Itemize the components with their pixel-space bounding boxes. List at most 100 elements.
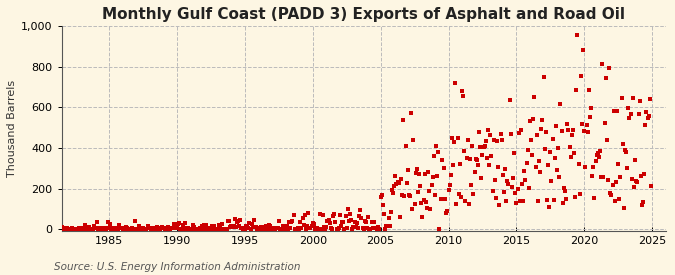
Point <box>292 227 302 231</box>
Point <box>379 212 389 217</box>
Point <box>53 227 63 231</box>
Point <box>534 158 545 163</box>
Point <box>92 226 103 231</box>
Point <box>161 227 172 231</box>
Point <box>603 178 614 182</box>
Point <box>457 89 468 93</box>
Point <box>252 227 263 231</box>
Point <box>435 197 446 202</box>
Point <box>321 224 331 229</box>
Point <box>190 227 200 231</box>
Point <box>365 227 376 231</box>
Point <box>486 154 497 158</box>
Point <box>107 226 118 230</box>
Point <box>122 226 133 230</box>
Point <box>523 186 534 190</box>
Point <box>282 227 293 231</box>
Point <box>167 226 178 230</box>
Point <box>195 227 206 231</box>
Point <box>328 214 339 218</box>
Point <box>144 226 155 230</box>
Point <box>163 225 173 229</box>
Point <box>332 227 343 231</box>
Point <box>87 227 98 231</box>
Point <box>296 226 307 230</box>
Point <box>64 227 75 231</box>
Point <box>290 226 301 231</box>
Point <box>126 226 137 230</box>
Point <box>123 226 134 231</box>
Point <box>131 227 142 231</box>
Point <box>208 225 219 230</box>
Point <box>136 227 146 231</box>
Point <box>310 226 321 230</box>
Point <box>71 227 82 231</box>
Point <box>562 121 572 126</box>
Point <box>178 222 188 227</box>
Point <box>441 211 452 215</box>
Point <box>49 226 60 231</box>
Point <box>600 75 611 80</box>
Point <box>128 226 138 231</box>
Title: Monthly Gulf Coast (PADD 3) Exports of Asphalt and Road Oil: Monthly Gulf Coast (PADD 3) Exports of A… <box>102 7 625 22</box>
Point <box>416 201 427 205</box>
Point <box>355 208 366 212</box>
Text: Source: U.S. Energy Information Administration: Source: U.S. Energy Information Administ… <box>54 262 300 272</box>
Point <box>277 227 288 231</box>
Point <box>227 225 238 229</box>
Point <box>63 227 74 231</box>
Point <box>70 227 80 231</box>
Point <box>580 164 591 169</box>
Point <box>485 133 495 138</box>
Point <box>589 195 600 200</box>
Point <box>624 115 635 120</box>
Point <box>404 193 414 197</box>
Point <box>181 227 192 231</box>
Point <box>418 198 429 203</box>
Point <box>502 178 513 183</box>
Point <box>302 224 313 229</box>
Point <box>412 167 423 171</box>
Point <box>97 226 108 231</box>
Point <box>126 227 136 231</box>
Point <box>348 225 359 229</box>
Point <box>317 213 328 218</box>
Point <box>243 226 254 231</box>
Point <box>610 180 621 185</box>
Point <box>533 199 543 203</box>
Point <box>501 199 512 203</box>
Point <box>387 190 398 195</box>
Point <box>401 181 412 186</box>
Point <box>492 139 503 143</box>
Point <box>319 225 329 230</box>
Point <box>226 224 237 228</box>
Point <box>603 66 614 70</box>
Point <box>374 227 385 231</box>
Point <box>578 48 589 53</box>
Point <box>73 226 84 230</box>
Point <box>344 219 354 224</box>
Point <box>429 193 440 197</box>
Point <box>308 222 319 227</box>
Point <box>258 227 269 231</box>
Point <box>358 227 369 231</box>
Point <box>300 226 311 231</box>
Point <box>329 212 340 216</box>
Point <box>294 227 304 231</box>
Point <box>410 170 421 175</box>
Point <box>132 226 143 231</box>
Point <box>327 227 338 231</box>
Point <box>216 227 227 231</box>
Point <box>483 127 493 132</box>
Point <box>366 220 377 224</box>
Point <box>628 96 639 101</box>
Point <box>342 226 352 231</box>
Point <box>202 227 213 231</box>
Point <box>541 198 552 202</box>
Point <box>369 220 379 224</box>
Point <box>406 111 416 115</box>
Point <box>230 225 241 229</box>
Point <box>158 226 169 231</box>
Point <box>203 226 214 230</box>
Point <box>111 226 122 230</box>
